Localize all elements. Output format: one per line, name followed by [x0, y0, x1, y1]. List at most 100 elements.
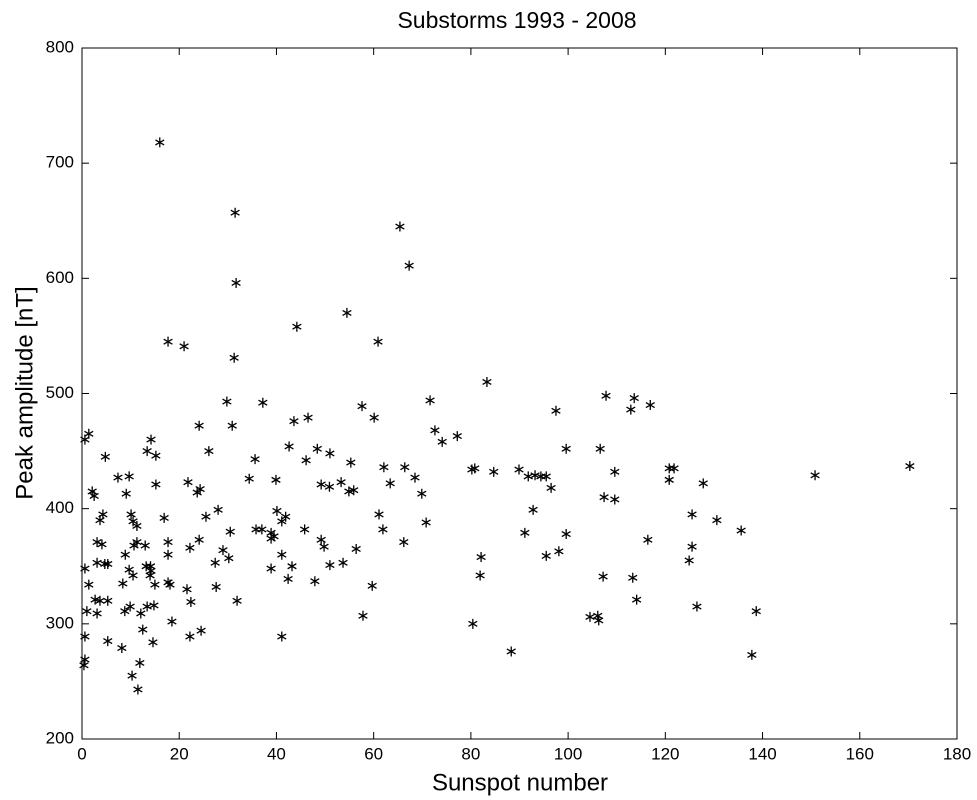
point — [186, 596, 196, 607]
point — [452, 431, 462, 442]
point — [379, 462, 389, 473]
point — [97, 539, 107, 550]
point — [141, 561, 151, 572]
point — [599, 492, 609, 503]
x-tick-label: 100 — [554, 744, 582, 763]
point — [530, 470, 540, 481]
chart-title: Substorms 1993 - 2008 — [397, 7, 636, 33]
point — [385, 478, 395, 489]
point — [698, 478, 708, 489]
point — [404, 260, 414, 271]
point — [128, 516, 138, 527]
point — [628, 572, 638, 583]
point — [84, 579, 94, 590]
point — [631, 594, 642, 605]
point — [120, 606, 130, 617]
point — [163, 537, 173, 548]
point — [150, 579, 160, 590]
point — [231, 277, 241, 288]
point — [185, 542, 195, 553]
point — [712, 515, 722, 526]
point — [80, 654, 90, 665]
point — [664, 463, 674, 474]
point — [316, 479, 326, 490]
x-tick-label: 160 — [846, 744, 874, 763]
point — [610, 466, 620, 477]
point — [120, 549, 130, 560]
point — [284, 441, 294, 452]
y-tick-label: 200 — [46, 728, 74, 747]
point — [84, 428, 94, 439]
point — [626, 404, 636, 415]
point — [183, 477, 193, 488]
point — [541, 550, 551, 561]
point — [277, 631, 287, 642]
point — [312, 443, 322, 454]
point — [126, 509, 136, 520]
point — [601, 390, 611, 401]
point — [346, 457, 356, 468]
point — [125, 601, 135, 612]
point — [133, 684, 143, 695]
point — [303, 412, 313, 423]
point — [736, 525, 746, 536]
point — [151, 479, 161, 490]
point — [138, 624, 148, 635]
point — [643, 534, 653, 545]
point — [367, 580, 377, 591]
point — [374, 509, 384, 520]
point — [747, 649, 757, 660]
point — [100, 451, 111, 462]
point — [669, 463, 679, 474]
point — [201, 511, 211, 522]
point — [430, 425, 440, 436]
point — [417, 488, 427, 499]
point — [146, 434, 156, 445]
point — [344, 486, 354, 497]
y-tick-label: 400 — [46, 498, 74, 517]
x-tick-label: 40 — [267, 744, 286, 763]
point — [80, 563, 90, 574]
point — [338, 557, 348, 568]
point — [369, 412, 379, 423]
point — [117, 643, 127, 654]
point — [204, 446, 214, 457]
point — [399, 537, 409, 548]
x-tick-label: 180 — [943, 744, 971, 763]
point — [410, 472, 420, 483]
point — [687, 509, 697, 520]
point — [229, 352, 239, 363]
point — [561, 443, 571, 454]
point — [287, 561, 297, 572]
point — [272, 505, 282, 516]
point — [378, 524, 388, 535]
point — [468, 618, 478, 629]
point — [271, 474, 281, 485]
point — [82, 606, 92, 617]
point — [395, 221, 405, 232]
y-tick-label: 500 — [46, 383, 74, 402]
point — [400, 462, 410, 473]
point — [470, 463, 480, 474]
point — [437, 436, 447, 447]
point — [324, 481, 335, 492]
y-axis-label: Peak amplitude [nT] — [11, 286, 38, 499]
point — [292, 321, 302, 332]
point — [687, 541, 697, 552]
x-axis-label: Sunspot number — [432, 769, 608, 796]
point — [299, 524, 310, 535]
point — [482, 376, 492, 387]
point — [551, 405, 561, 416]
point — [142, 446, 152, 457]
point — [165, 579, 175, 590]
point — [128, 570, 138, 581]
point — [167, 616, 177, 627]
point — [489, 466, 499, 477]
point — [127, 670, 137, 681]
point — [266, 533, 276, 544]
point — [425, 395, 435, 406]
point — [80, 631, 90, 642]
x-tick-label: 120 — [651, 744, 679, 763]
point — [645, 400, 655, 411]
